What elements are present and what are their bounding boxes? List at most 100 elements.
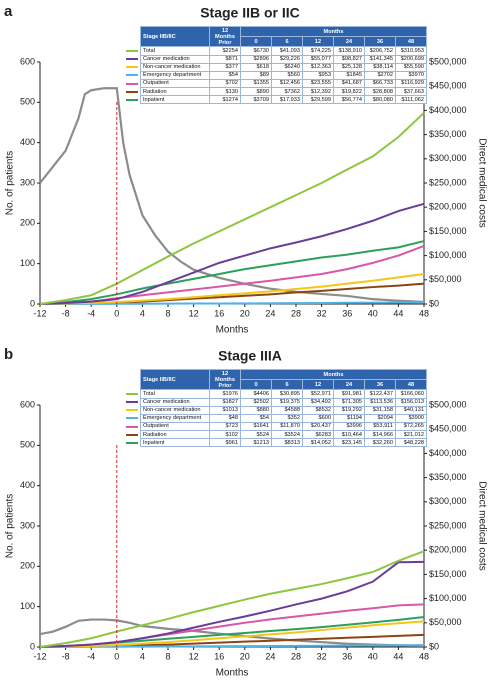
table-column-header: 6	[271, 36, 303, 48]
x-tick-label: 20	[240, 308, 250, 318]
table-cell: $40,131	[395, 405, 427, 415]
table-cell: $34,492	[302, 397, 334, 407]
table-cell: $23,555	[302, 78, 334, 89]
table-cell: $98,827	[333, 54, 365, 64]
x-tick-label: 28	[291, 308, 301, 318]
y-axis-label: No. of patients	[5, 151, 16, 215]
y2-tick-label: $450,000	[429, 81, 467, 91]
table-cell: $310,953	[395, 46, 427, 56]
y2-tick-label: $500,000	[429, 56, 467, 66]
table-cell: $961	[209, 438, 241, 448]
table-cell: $29,226	[271, 54, 303, 64]
swatch-cell	[124, 414, 141, 423]
table-cell: $111,062	[395, 95, 427, 105]
x-tick-label: -4	[87, 308, 95, 318]
table-row: Emergency department $54 $89 $560 $953 $1845 $…	[124, 70, 427, 80]
table-cell: $524	[240, 430, 272, 440]
table-cell: $11,870	[271, 421, 303, 432]
table-row: Outpatient $702 $1355 $12,456 $23,555 $41,687…	[124, 78, 427, 89]
table-cell: $1194	[333, 413, 365, 423]
table-cell: $37,663	[395, 87, 427, 97]
table-cell: $10,464	[333, 430, 365, 440]
legend-swatch	[126, 401, 138, 404]
legend-label: Cancer medication	[140, 397, 210, 407]
legend-swatch	[126, 392, 138, 395]
swatch-cell	[124, 422, 141, 431]
table-cell: $20,437	[302, 421, 334, 432]
legend-swatch	[126, 66, 138, 69]
swatch-cell	[124, 406, 141, 415]
legend-label: Emergency department	[140, 413, 210, 423]
swatch-cell	[124, 438, 141, 447]
table-cell: $138,910	[333, 46, 365, 56]
table-row: Radiation $102 $524 $3524 $6283 $10,464 $14,96…	[124, 430, 427, 440]
table-cell: $19,822	[333, 87, 365, 97]
x-axis-label: Months	[216, 325, 249, 336]
table-cell: $702	[209, 78, 241, 89]
y2-tick-label: $250,000	[429, 177, 467, 187]
table-cell: $122,437	[364, 389, 396, 399]
table-cell: $12,392	[302, 87, 334, 97]
y2-tick-label: $400,000	[429, 448, 467, 458]
table-cell: $74,225	[302, 46, 334, 56]
table-cell: $1845	[333, 70, 365, 80]
table-header: Stage IIB/IIC	[140, 25, 210, 48]
legend-label: Inpatient	[140, 95, 210, 105]
x-tick-label: 36	[342, 651, 352, 661]
x-tick-label: 16	[214, 308, 224, 318]
legend-label: Inpatient	[140, 438, 210, 448]
y2-axis-label: Direct medical costs	[476, 481, 487, 570]
table-cell: $880	[240, 405, 272, 415]
x-tick-label: -8	[62, 651, 70, 661]
table-header-row: Stage IIB/IIC 12 Months Prior Months	[124, 25, 427, 48]
table-cell: $723	[209, 421, 241, 432]
chart: a Stage IIB or IIC0100200300400500600$0$5…	[4, 3, 487, 336]
table-cell: $89	[240, 70, 272, 80]
y-tick-label: 200	[20, 218, 35, 228]
table-cell: $14,052	[302, 438, 334, 448]
series-line	[39, 240, 425, 305]
table-cell: $25,128	[333, 62, 365, 72]
y2-tick-label: $450,000	[429, 424, 467, 434]
table-cell: $8313	[271, 438, 303, 448]
y-axis-label: No. of patients	[5, 494, 16, 558]
legend-swatch	[126, 409, 138, 412]
table-column-header: 48	[395, 379, 427, 391]
y2-axis-label: Direct medical costs	[476, 138, 487, 227]
y-tick-label: 300	[20, 177, 35, 187]
series-line	[39, 301, 425, 305]
legend-swatch	[126, 74, 138, 77]
x-tick-label: 24	[265, 308, 275, 318]
x-tick-label: 40	[368, 308, 378, 318]
x-tick-label: 48	[419, 308, 429, 318]
x-tick-label: 28	[291, 651, 301, 661]
table-cell: $890	[240, 87, 272, 97]
y2-tick-label: $350,000	[429, 472, 467, 482]
table-cell: $48	[209, 413, 241, 423]
table-cell: $19,292	[333, 405, 365, 415]
table-cell: $8532	[302, 405, 334, 415]
table-cell: $7362	[271, 87, 303, 97]
x-tick-label: 8	[165, 308, 170, 318]
table-column-header: 48	[395, 36, 427, 48]
table-cell: $72,265	[395, 421, 427, 432]
table-cell: $141,345	[364, 54, 396, 64]
series-line	[39, 87, 425, 304]
legend-label: Total	[140, 389, 210, 399]
table-row: Inpatient $961 $1213 $8313 $14,052 $23,145 $32…	[124, 438, 427, 448]
x-tick-label: 0	[114, 308, 119, 318]
y2-tick-label: $250,000	[429, 520, 467, 530]
table-column-header: 24	[333, 36, 365, 48]
table-header: Stage IIB/IIC	[140, 368, 210, 391]
series-line	[39, 620, 425, 648]
table-cell: $6240	[271, 62, 303, 72]
table-cell: $2254	[209, 46, 241, 56]
table-column-header: 24	[333, 379, 365, 391]
x-tick-label: 32	[317, 651, 327, 661]
legend-label: Non-cancer medication	[140, 405, 210, 415]
legend-label: Radiation	[140, 430, 210, 440]
y-tick-label: 300	[20, 520, 35, 530]
x-tick-label: 8	[165, 651, 170, 661]
swatch-cell	[124, 46, 141, 56]
legend-swatch	[126, 417, 138, 420]
